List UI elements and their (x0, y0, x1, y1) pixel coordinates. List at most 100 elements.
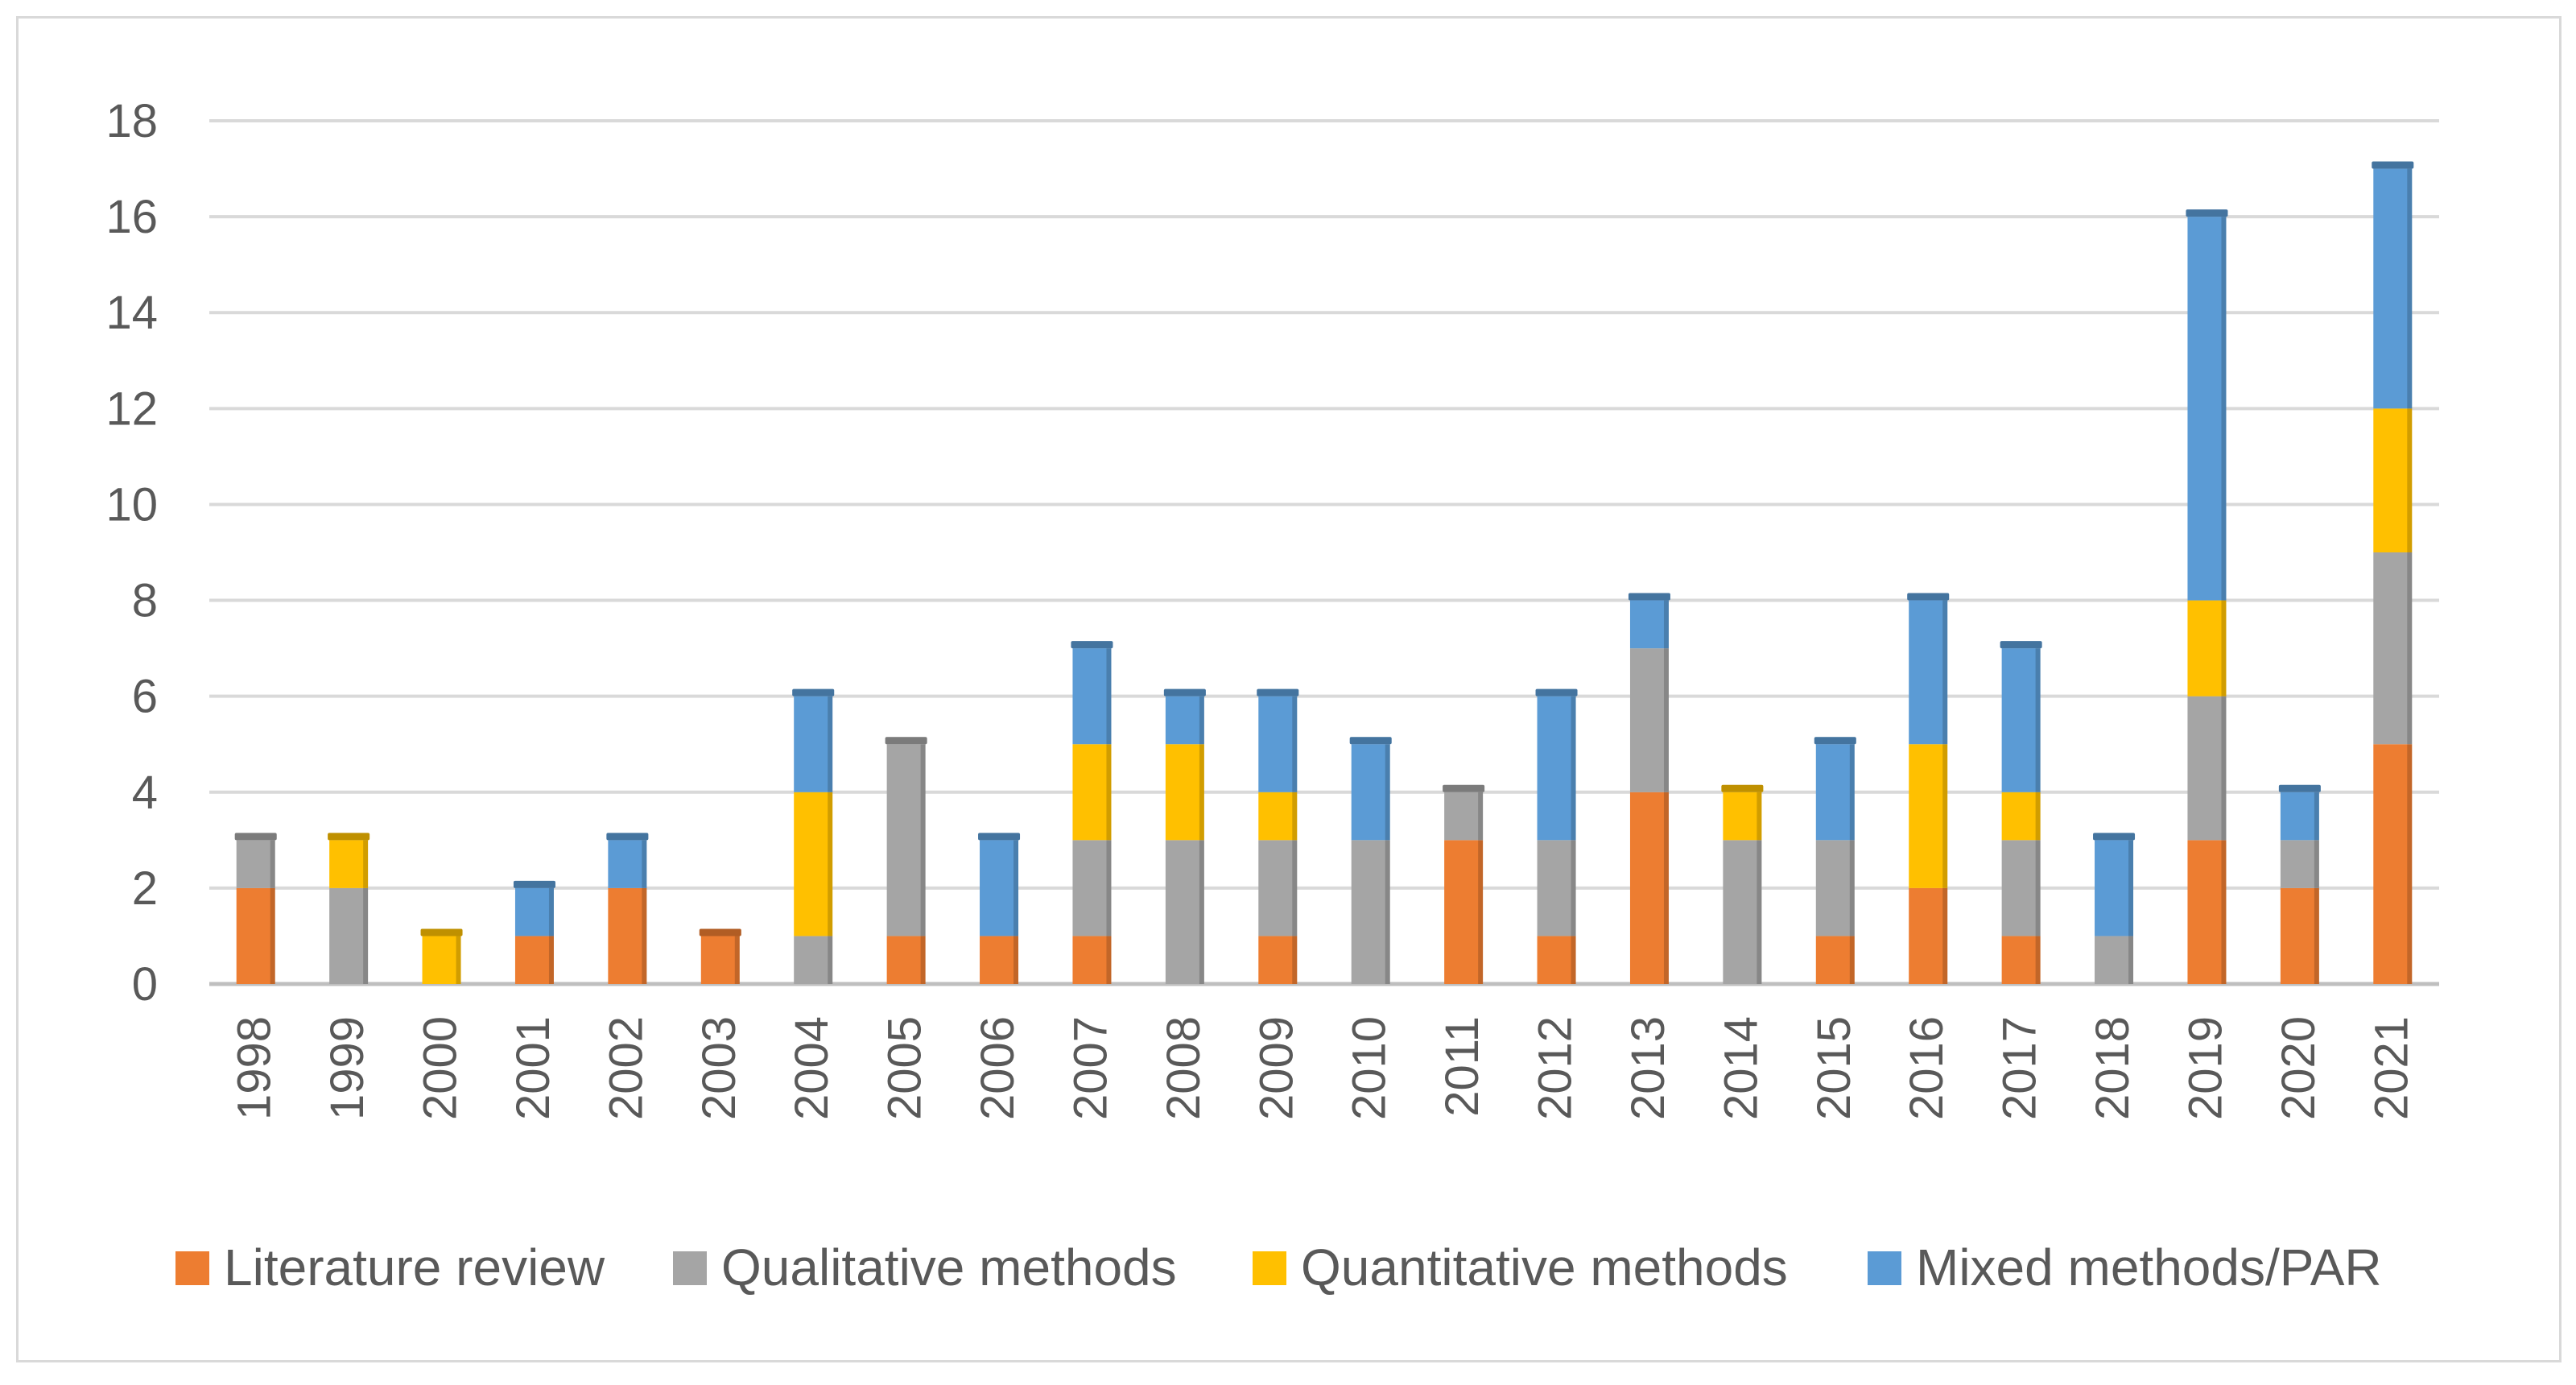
x-tick-label: 2013 (1622, 1016, 1674, 1120)
legend-swatch (1868, 1251, 1901, 1285)
bar-segment-mixed-methods-par (514, 887, 554, 936)
bar-segment-quantitative-methods (794, 792, 833, 936)
bars (234, 161, 2414, 984)
bar-segment-mixed-methods-par (2280, 792, 2319, 841)
bar-cap (2093, 833, 2136, 841)
x-tick-label: 2020 (2273, 1016, 2325, 1120)
x-tick-label: 2006 (972, 1016, 1024, 1120)
bar-cap-shade (1349, 737, 1392, 745)
x-tick-label: 2004 (786, 1016, 838, 1120)
bar-segment-qualitative-methods (1629, 648, 1669, 792)
bar-segment-shade (2314, 887, 2319, 984)
bar-segment-mixed-methods-par (1258, 696, 1298, 792)
legend-swatch (1253, 1251, 1286, 1285)
bar-segment-literature-review (1258, 936, 1298, 984)
x-tick-label: 1999 (321, 1016, 374, 1120)
bar-segment-qualitative-methods (1815, 840, 1855, 936)
bar-cap-shade (1163, 688, 1206, 697)
bar-segment-shade (1942, 600, 1948, 745)
bar-segment-mixed-methods-par (1351, 744, 1390, 841)
x-axis-tick-labels: 1998 1999 2000 2001 2002 2003 2004 2005 2006 2007… (229, 1016, 2418, 1120)
bar-segment-shade (1106, 744, 1112, 841)
bar-segment-shade (920, 936, 926, 984)
bar-segment-literature-review (2187, 840, 2227, 984)
bar-segment-qualitative-methods (236, 840, 275, 888)
y-tick-label: 0 (132, 958, 158, 1011)
bar-segment-quantitative-methods (1072, 744, 1112, 841)
bar-segment-literature-review (700, 936, 740, 984)
bar-segment-shade (1942, 744, 1948, 888)
bar-cap (1814, 737, 1856, 745)
bar-segment-shade (828, 936, 833, 984)
bar-segment-shade (2128, 936, 2134, 984)
bar-segment-literature-review (1444, 840, 1484, 984)
bar-segment-shade (1478, 840, 1484, 984)
bar-segment-qualitative-methods (1537, 840, 1576, 936)
bar-segment-literature-review (1909, 887, 1948, 984)
legend-item: Qualitative methods (673, 1238, 1177, 1296)
bar-segment-shade (1757, 792, 1762, 841)
x-tick-label: 2009 (1250, 1016, 1302, 1120)
bar-stack-2015 (1814, 737, 1856, 984)
bar-segment-quantitative-methods (2001, 792, 2041, 841)
bar-segment-literature-review (236, 887, 275, 984)
legend-label: Literature review (224, 1238, 605, 1296)
x-tick-label: 2002 (600, 1016, 652, 1120)
bar-cap-shade (1535, 688, 1578, 697)
bar-cap-shade (328, 833, 370, 841)
bar-segment-qualitative-methods (2095, 936, 2134, 984)
bar-cap-shade (420, 928, 463, 936)
bar-stack-2007 (1071, 641, 1113, 984)
bar-segment-qualitative-methods (2001, 840, 2041, 936)
bar-segment-literature-review (514, 936, 554, 984)
bar-segment-mixed-methods-par (2001, 648, 2041, 792)
bar-segment-shade (1199, 744, 1204, 841)
bar-cap-shade (234, 833, 277, 841)
bar-segment-shade (1663, 600, 1669, 649)
bar-segment-mixed-methods-par (1629, 600, 1669, 649)
bar-segment-qualitative-methods (1444, 792, 1484, 841)
bar-cap-shade (792, 688, 835, 697)
bar-segment-shade (1292, 696, 1298, 792)
bar-cap-shade (2372, 161, 2414, 169)
bar-segment-shade (1757, 840, 1762, 984)
bar-stack-2016 (1907, 593, 1950, 984)
bar-cap-shade (513, 880, 555, 888)
bar-segment-shade (1478, 792, 1484, 841)
bar-stack-2009 (1257, 688, 1299, 984)
bar-stack-2019 (2186, 209, 2228, 984)
y-tick-label: 18 (105, 95, 158, 147)
bar-cap (1071, 641, 1113, 649)
bar-cap (513, 880, 555, 888)
bar-cap-shade (2278, 784, 2321, 792)
bar-cap (792, 688, 835, 697)
bar-segment-literature-review (2280, 887, 2319, 984)
bar-segment-shade (1013, 840, 1019, 936)
bar-segment-shade (1849, 744, 1855, 841)
bar-segment-quantitative-methods (422, 936, 461, 984)
y-tick-label: 8 (132, 575, 158, 627)
bar-cap-shade (885, 737, 927, 745)
bar-segment-mixed-methods-par (2095, 840, 2134, 936)
bar-segment-mixed-methods-par (980, 840, 1019, 936)
bar-segment-qualitative-methods (1723, 840, 1762, 984)
bar-cap-shade (978, 833, 1021, 841)
bar-cap-shade (1628, 593, 1670, 601)
bar-segment-shade (1292, 936, 1298, 984)
bar-segment-mixed-methods-par (1165, 696, 1204, 745)
bar-segment-mixed-methods-par (794, 696, 833, 792)
bar-segment-shade (2407, 168, 2413, 409)
bar-stack-2002 (606, 833, 649, 984)
bar-cap (978, 833, 1021, 841)
bar-segment-shade (2407, 552, 2413, 745)
bar-segment-shade (1571, 696, 1576, 841)
x-tick-label: 2017 (1994, 1016, 2046, 1120)
x-tick-label: 2021 (2365, 1016, 2417, 1120)
bar-segment-qualitative-methods (2280, 840, 2319, 888)
bar-segment-literature-review (2001, 936, 2041, 984)
bar-segment-shade (2221, 600, 2227, 697)
bar-cap-shade (2186, 209, 2228, 217)
bar-segment-shade (363, 840, 369, 888)
bar-cap (1349, 737, 1392, 745)
y-axis-tick-labels: 0 2 4 6 8 10 12 14 16 18 (105, 95, 158, 1011)
